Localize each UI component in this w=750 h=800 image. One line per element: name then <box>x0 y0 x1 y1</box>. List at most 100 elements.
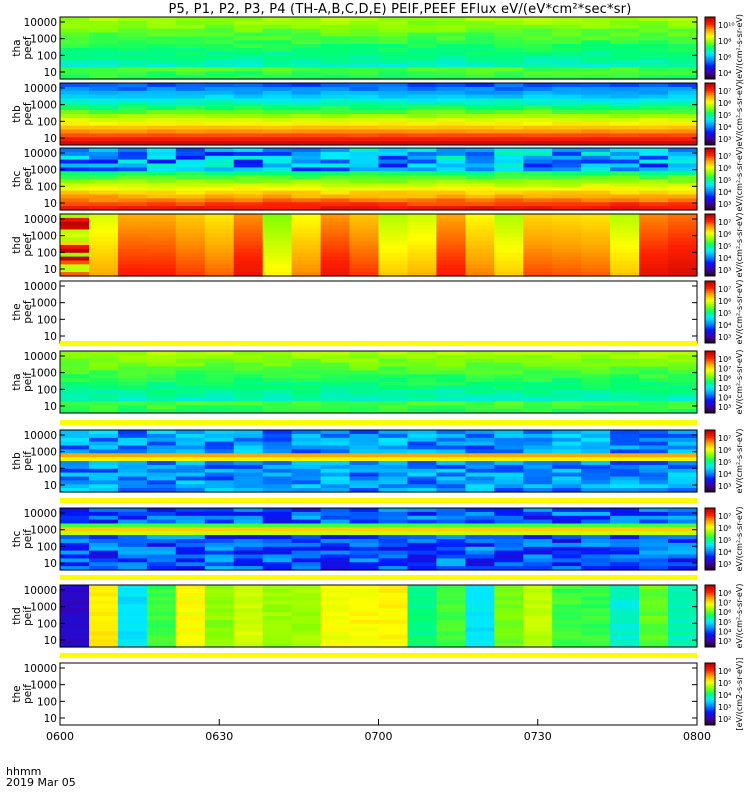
spectrogram-cell <box>610 585 640 590</box>
spectrogram-cell <box>581 643 611 648</box>
spectrogram-cell <box>639 351 669 356</box>
spectrogram-cell <box>349 457 380 462</box>
spectrogram-cell <box>668 202 698 207</box>
colorbar-segment <box>705 236 715 240</box>
spectrogram-cell <box>175 268 206 273</box>
spectrogram-cell <box>639 385 669 391</box>
spectrogram-cell <box>639 616 669 621</box>
spectrogram-cell <box>146 484 177 489</box>
spectrogram-cell <box>60 182 90 188</box>
spectrogram-cell <box>407 635 438 640</box>
spectrogram-cell <box>262 71 293 76</box>
spectrogram-cell <box>175 389 206 395</box>
y-tick-label: 1000 <box>30 231 57 243</box>
spectrogram-cell <box>668 268 698 273</box>
spectrogram-cell <box>378 546 409 552</box>
spectrogram-cell <box>436 75 466 80</box>
spectrogram-cell <box>436 198 466 203</box>
spectrogram-cell <box>407 90 438 96</box>
spectrogram-cell <box>175 539 206 544</box>
spectrogram-cell <box>436 141 466 146</box>
spectrogram-cell <box>465 186 495 192</box>
spectrogram-cell <box>407 256 438 262</box>
spectrogram-cell <box>668 151 698 157</box>
spectrogram-cell <box>320 63 351 68</box>
spectrogram-cell <box>89 441 119 447</box>
spectrogram-cell <box>175 612 206 617</box>
spectrogram-cell <box>262 75 293 80</box>
spectrogram-cell <box>146 83 177 88</box>
spectrogram-cell <box>465 36 495 41</box>
spectrogram-cell <box>204 631 235 636</box>
spectrogram-cell <box>668 358 698 364</box>
spectrogram-cell <box>523 401 553 406</box>
spectrogram-cell <box>436 59 466 65</box>
spectrogram-cell <box>233 198 264 203</box>
spectrogram-cell <box>117 32 148 37</box>
spectrogram-cell <box>89 631 119 636</box>
spectrogram-cell <box>60 362 90 368</box>
spectrogram-cell <box>291 401 322 406</box>
spectrogram-cell <box>378 125 409 131</box>
spectrogram-cell <box>349 102 380 107</box>
colorbar-segment <box>705 76 715 80</box>
spectrogram-cell <box>668 159 698 165</box>
spectrogram-cell <box>233 562 264 567</box>
spectrogram-cell <box>465 616 495 621</box>
spectrogram-cell <box>581 546 611 552</box>
spectrogram-cell <box>610 133 640 138</box>
spectrogram-cell <box>117 374 148 379</box>
spectrogram-cell <box>639 190 669 196</box>
spectrogram-cell <box>320 202 351 207</box>
spectrogram-cell <box>610 374 640 379</box>
spectrogram-cell <box>291 612 322 617</box>
spectrogram-cell <box>668 20 698 26</box>
colorbar-segment <box>705 83 715 86</box>
spectrogram-cell <box>639 148 669 153</box>
spectrogram-cell <box>89 190 119 196</box>
colorbar-segment <box>705 620 715 623</box>
spectrogram-cell <box>262 604 293 609</box>
spectrogram-cell <box>262 17 293 22</box>
spectrogram-cell <box>581 182 611 188</box>
spectrogram-cell <box>60 186 90 192</box>
spectrogram-cell <box>320 449 351 454</box>
spectrogram-cell <box>494 83 524 88</box>
spectrogram-cell <box>262 539 293 544</box>
spectrogram-cell <box>407 554 438 559</box>
spectrogram-cell <box>610 171 640 176</box>
spectrogram-cell <box>320 137 351 142</box>
spectrogram-cell <box>523 397 553 402</box>
spectrogram-cell <box>262 600 293 605</box>
spectrogram-cell <box>639 354 669 360</box>
spectrogram-cell <box>523 535 553 540</box>
colorbar-tick-label: 10⁵ <box>718 176 731 185</box>
spectrogram-cell <box>407 63 438 68</box>
spectrogram-cell <box>610 252 640 258</box>
spectrogram-cell <box>233 102 264 107</box>
spectrogram-cell <box>494 182 524 188</box>
spectrogram-cell <box>523 639 553 644</box>
spectrogram-cell <box>204 171 235 176</box>
spectrogram-cell <box>610 558 640 563</box>
spectrogram-cell <box>349 272 380 277</box>
colorbar-segment <box>705 105 715 109</box>
spectrogram-cell <box>407 550 438 556</box>
spectrogram-cell <box>581 83 611 88</box>
spectrogram-cell <box>552 237 582 242</box>
spectrogram-cell <box>494 214 524 219</box>
spectrogram-cell <box>320 488 351 493</box>
spectrogram-cell <box>204 194 235 199</box>
spectrogram-cell <box>436 214 466 219</box>
spectrogram-cell <box>175 519 206 525</box>
colorbar-tick-label: 10¹⁰ <box>718 21 735 30</box>
spectrogram-cell <box>639 566 669 571</box>
spectrogram-cell <box>117 488 148 493</box>
spectrogram-cell <box>610 40 640 45</box>
spectrogram-cell <box>175 98 206 103</box>
colorbar-segment <box>705 716 715 720</box>
spectrogram-cell <box>610 125 640 131</box>
y-tick-label: 10 <box>44 713 57 725</box>
spectrogram-cell <box>668 125 698 131</box>
colorbar-segment <box>705 240 715 244</box>
